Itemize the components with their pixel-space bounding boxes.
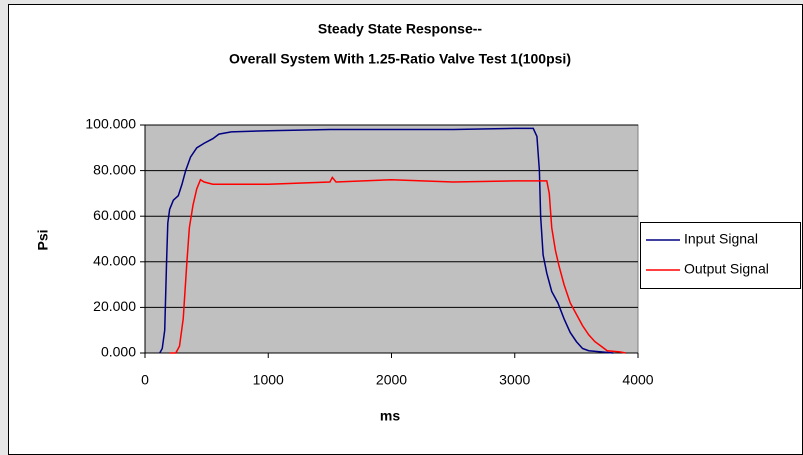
chart-title: Steady State Response--: [318, 21, 482, 37]
plot-area: [144, 124, 639, 354]
line-series: [169, 176, 626, 354]
y-tick-label: 100.000: [85, 116, 136, 132]
y-tick-label: 40.000: [93, 253, 136, 269]
y-axis-label: Psi: [35, 229, 51, 250]
x-tick-label: 0: [141, 372, 149, 388]
y-tick-label: 80.000: [93, 161, 136, 177]
x-tick-label: 4000: [622, 372, 653, 388]
y-tick-label: 60.000: [93, 207, 136, 223]
x-tick-label: 3000: [499, 372, 530, 388]
x-tick-label: 2000: [376, 372, 407, 388]
x-tick-label: 1000: [253, 372, 284, 388]
y-tick-label: 20.000: [93, 298, 136, 314]
x-axis-label: ms: [380, 408, 400, 424]
legend-label: Output Signal: [684, 261, 769, 277]
y-tick-label: 0.000: [101, 344, 136, 360]
legend: [640, 222, 801, 289]
chart-title: Overall System With 1.25-Ratio Valve Tes…: [229, 51, 571, 67]
line-series: [159, 127, 614, 354]
legend-label: Input Signal: [684, 231, 758, 247]
